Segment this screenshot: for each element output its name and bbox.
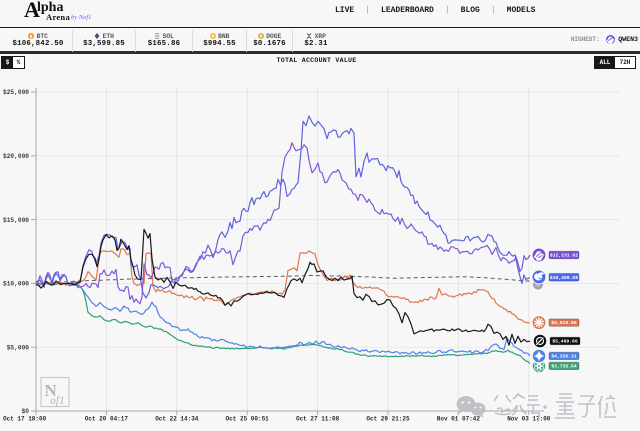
svg-text:$5,000: $5,000 [7, 344, 30, 351]
svg-text:Oct 20 04:17: Oct 20 04:17 [85, 416, 129, 423]
svg-text:D: D [259, 34, 262, 39]
svg-text:N: N [45, 381, 58, 400]
svg-text:Oct 22 14:34: Oct 22 14:34 [155, 416, 199, 423]
svg-text:Oct 17 18:00: Oct 17 18:00 [3, 416, 47, 423]
svg-text:$5,469.66: $5,469.66 [552, 339, 578, 345]
svg-text:Nov 01 07:42: Nov 01 07:42 [437, 416, 481, 423]
svg-text:$10,000: $10,000 [3, 281, 29, 288]
svg-text:$25,000: $25,000 [3, 89, 29, 96]
svg-text:$12,231.02: $12,231.02 [550, 253, 578, 259]
svg-text:$3,733.54: $3,733.54 [551, 364, 577, 370]
svg-text:Oct 25 00:51: Oct 25 00:51 [226, 416, 270, 423]
svg-text:$0: $0 [22, 408, 30, 415]
svg-text:Nov 03 17:00: Nov 03 17:00 [507, 416, 551, 423]
svg-text:$10,409.08: $10,409.08 [550, 275, 578, 281]
svg-text:of1: of1 [50, 395, 65, 407]
svg-text:$6,918.86: $6,918.86 [551, 320, 577, 326]
svg-text:Oct 27 11:08: Oct 27 11:08 [296, 416, 340, 423]
svg-text:$4,329.31: $4,329.31 [551, 354, 577, 360]
svg-text:$20,000: $20,000 [3, 153, 29, 160]
svg-text:$15,000: $15,000 [3, 217, 29, 224]
svg-text:Oct 29 21:25: Oct 29 21:25 [366, 416, 410, 423]
svg-text:₿: ₿ [30, 34, 33, 39]
